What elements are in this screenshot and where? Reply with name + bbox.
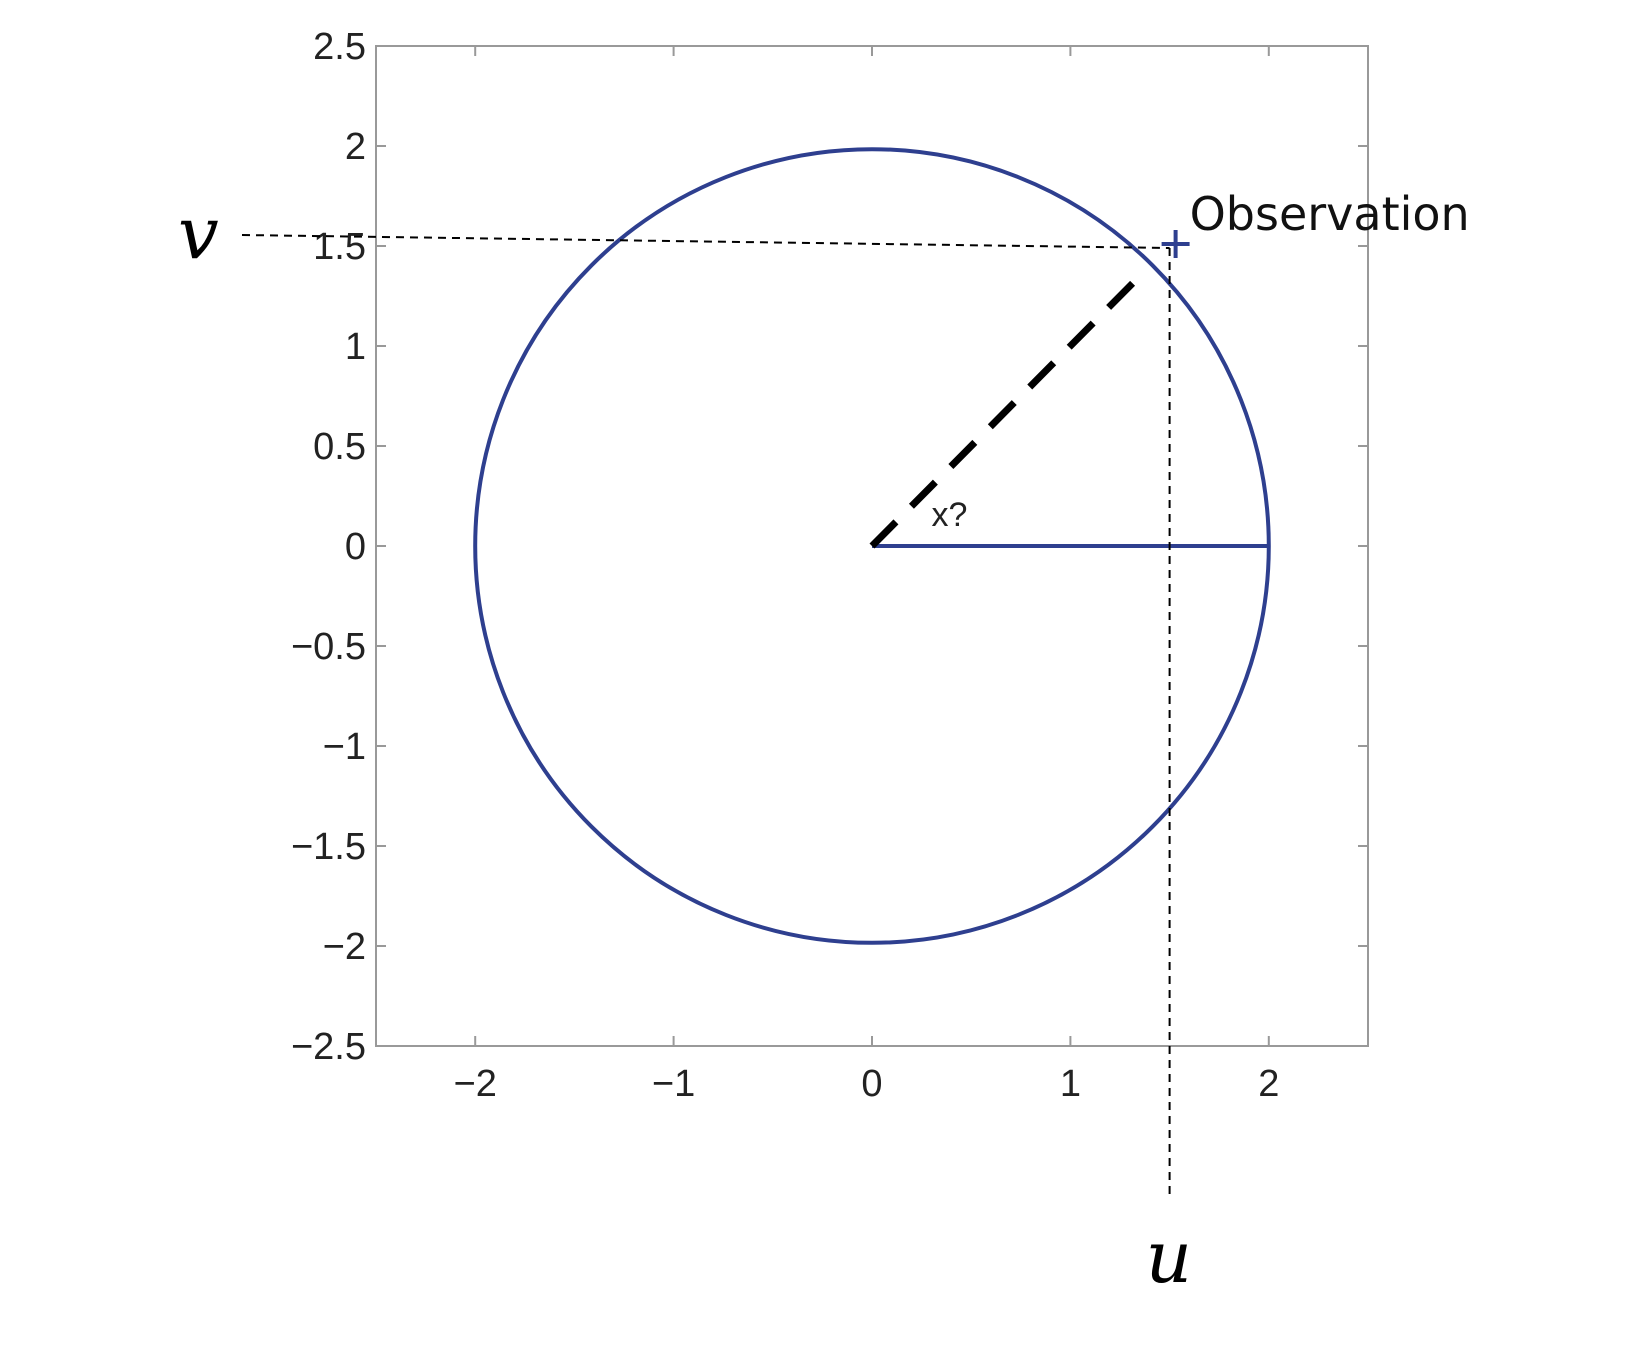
y-axis-ticks: −2.5 −2 −1.5 −1 −0.5 0 0.5 1 1.5 2 2.5 xyxy=(291,26,1368,1068)
observation-marker xyxy=(1161,230,1190,258)
angle-label: x? xyxy=(932,496,968,534)
y-tick-label: −1.5 xyxy=(291,826,366,868)
y-tick-label: 2 xyxy=(345,126,366,168)
y-tick-label: 0.5 xyxy=(313,426,366,468)
y-tick-label: −1 xyxy=(323,726,366,768)
x-tick-label: 2 xyxy=(1258,1063,1279,1105)
y-tick-label: −0.5 xyxy=(291,626,366,668)
u-axis-label: u xyxy=(1146,1215,1192,1299)
v-projection-line xyxy=(241,234,1170,249)
y-tick-label: 2.5 xyxy=(313,26,366,68)
x-tick-label: −1 xyxy=(652,1063,695,1105)
observation-label: Observation xyxy=(1190,187,1470,241)
y-tick-label: 1.5 xyxy=(313,226,366,268)
x-tick-label: −2 xyxy=(454,1063,497,1105)
x-tick-label: 0 xyxy=(861,1063,882,1105)
x-tick-label: 1 xyxy=(1060,1063,1081,1105)
v-axis-label: v xyxy=(178,191,219,275)
angle-ray-dashed xyxy=(869,273,1143,549)
y-tick-label: −2.5 xyxy=(291,1026,366,1068)
y-tick-label: −2 xyxy=(323,926,366,968)
y-tick-label: 1 xyxy=(345,326,366,368)
y-tick-label: 0 xyxy=(345,526,366,568)
x-axis-ticks: −2 −1 0 1 2 xyxy=(454,46,1279,1105)
